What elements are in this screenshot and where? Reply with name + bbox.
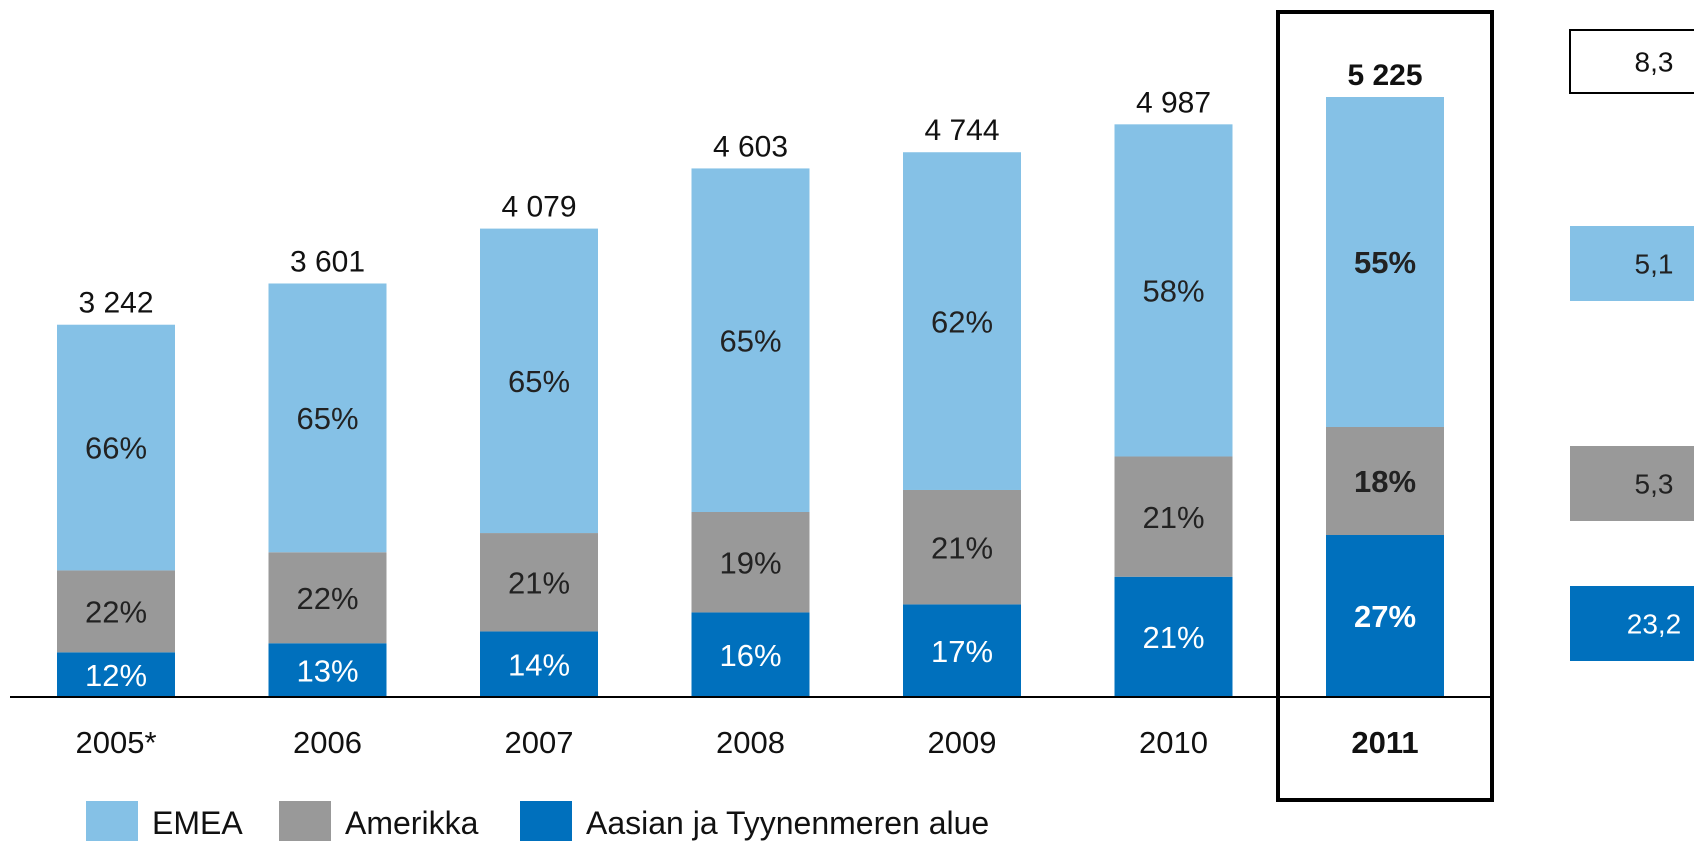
segment-label-amerikka-2009: 21% <box>931 530 993 565</box>
segment-label-emea-2009: 62% <box>931 304 993 339</box>
legend-label-amerikka: Amerikka <box>345 805 479 841</box>
segment-label-aasian-2007: 14% <box>508 647 570 682</box>
bar-segment-aasian-2008 <box>691 612 810 697</box>
side-value-amerikka: 5,3 <box>1635 469 1674 500</box>
segment-label-amerikka-2006: 22% <box>296 581 358 616</box>
segment-label-aasian-2008: 16% <box>719 638 781 673</box>
bar-segment-amerikka-2008 <box>691 511 810 613</box>
side-value-total: 8,3 <box>1635 47 1674 78</box>
bar-segment-emea-2005 <box>57 324 175 571</box>
segment-label-emea-2006: 65% <box>296 401 358 436</box>
legend-swatch-amerikka <box>279 801 331 841</box>
bar-segment-aasian-2007 <box>480 631 598 697</box>
side-value-box-total <box>1569 29 1694 94</box>
total-label-2007: 4 079 <box>501 191 576 224</box>
segment-label-aasian-2011: 27% <box>1354 599 1416 634</box>
segment-label-amerikka-2011: 18% <box>1354 464 1416 499</box>
segment-label-emea-2010: 58% <box>1142 274 1204 309</box>
segment-label-amerikka-2007: 21% <box>508 565 570 600</box>
total-label-2011: 5 225 <box>1347 59 1422 92</box>
x-tick-label-2011: 2011 <box>1351 725 1418 760</box>
bar-segment-emea-2011 <box>1326 97 1444 427</box>
bar-segment-aasian-2009 <box>903 604 1021 697</box>
highlight-frame-2011 <box>1276 10 1494 802</box>
bar-segment-amerikka-2005 <box>57 570 175 653</box>
segment-label-emea-2011: 55% <box>1354 245 1416 280</box>
bar-segment-amerikka-2010 <box>1114 456 1233 577</box>
side-values-column: 8,3 5,1 5,3 23,2 <box>1569 29 1694 661</box>
legend: EMEA Amerikka Aasian ja Tyynenmeren alue <box>86 801 989 841</box>
bar-segment-emea-2007 <box>480 228 598 534</box>
total-label-2005: 3 242 <box>78 287 153 320</box>
x-tick-label-2010: 2010 <box>1139 725 1208 760</box>
segment-label-emea-2008: 65% <box>719 323 781 358</box>
segment-label-aasian-2010: 21% <box>1142 620 1204 655</box>
bar-segment-amerikka-2009 <box>903 489 1021 605</box>
total-label-2009: 4 744 <box>924 114 999 147</box>
total-label-2006: 3 601 <box>290 245 365 278</box>
bar-segment-emea-2006 <box>268 283 387 553</box>
legend-label-aasian: Aasian ja Tyynenmeren alue <box>586 805 989 841</box>
x-tick-label-2005: 2005* <box>75 725 156 760</box>
segment-label-emea-2005: 66% <box>85 431 147 466</box>
side-value-box-amerikka <box>1570 446 1694 521</box>
legend-label-emea: EMEA <box>152 805 243 841</box>
bar-segment-emea-2009 <box>903 152 1021 490</box>
bar-segment-aasian-2005 <box>57 652 175 697</box>
legend-swatch-aasian <box>520 801 572 841</box>
total-label-2010: 4 987 <box>1136 86 1211 119</box>
segment-label-aasian-2006: 13% <box>296 653 358 688</box>
segment-label-amerikka-2005: 22% <box>85 595 147 630</box>
bar-segment-aasian-2006 <box>268 643 387 697</box>
segment-label-emea-2007: 65% <box>508 364 570 399</box>
side-value-box-emea <box>1570 226 1694 301</box>
bar-segment-aasian-2010 <box>1114 576 1233 697</box>
side-value-aasian: 23,2 <box>1627 609 1682 640</box>
bar-segment-amerikka-2006 <box>268 552 387 644</box>
segment-label-amerikka-2010: 21% <box>1142 500 1204 535</box>
x-tick-label-2007: 2007 <box>505 725 574 760</box>
x-tick-label-2006: 2006 <box>293 725 362 760</box>
bar-segment-aasian-2011 <box>1326 535 1444 697</box>
segment-label-aasian-2009: 17% <box>931 634 993 669</box>
total-label-2008: 4 603 <box>713 130 788 163</box>
labels-layer: 12% 22% 66% 3 242 13% 22% 65% 3 601 14% 21% 65% 4 0… <box>78 59 1422 693</box>
bar-segment-amerikka-2007 <box>480 533 598 632</box>
x-tick-labels: 2005* 2006 2007 2008 2009 2010 2011 <box>75 725 1418 760</box>
bar-segment-amerikka-2011 <box>1326 427 1444 535</box>
bars-layer <box>57 97 1444 697</box>
side-value-box-aasian <box>1570 586 1694 661</box>
x-tick-label-2009: 2009 <box>928 725 997 760</box>
segment-label-amerikka-2008: 19% <box>719 545 781 580</box>
legend-swatch-emea <box>86 801 138 841</box>
bar-segment-emea-2008 <box>691 168 810 512</box>
side-value-emea: 5,1 <box>1635 249 1674 280</box>
bar-segment-emea-2010 <box>1114 124 1233 457</box>
x-tick-label-2008: 2008 <box>716 725 785 760</box>
segment-label-aasian-2005: 12% <box>85 658 147 693</box>
